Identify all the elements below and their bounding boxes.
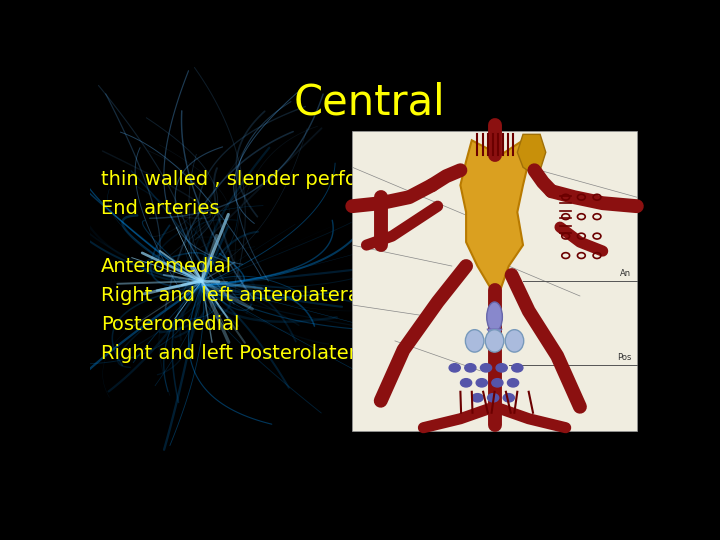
Polygon shape	[460, 140, 528, 290]
Circle shape	[512, 363, 523, 372]
Ellipse shape	[487, 302, 503, 332]
Ellipse shape	[465, 329, 484, 352]
Circle shape	[503, 394, 514, 402]
Text: Anteromedial: Anteromedial	[101, 257, 233, 276]
Polygon shape	[517, 134, 546, 173]
Ellipse shape	[505, 329, 523, 352]
Bar	[352, 131, 636, 431]
Circle shape	[480, 363, 492, 372]
Text: End arteries: End arteries	[101, 199, 220, 218]
Text: Posteromedial: Posteromedial	[101, 315, 240, 334]
Circle shape	[487, 394, 499, 402]
Ellipse shape	[485, 329, 504, 352]
Circle shape	[492, 379, 503, 387]
Circle shape	[472, 394, 483, 402]
Text: Pos: Pos	[617, 353, 631, 362]
Text: Right and left anterolateral: Right and left anterolateral	[101, 286, 366, 305]
Circle shape	[476, 379, 487, 387]
Circle shape	[461, 379, 472, 387]
Text: An: An	[620, 269, 631, 278]
Circle shape	[465, 363, 476, 372]
Circle shape	[496, 363, 508, 372]
Circle shape	[449, 363, 460, 372]
Circle shape	[508, 379, 518, 387]
Text: thin walled , slender perforating: thin walled , slender perforating	[101, 170, 415, 188]
Polygon shape	[487, 329, 503, 341]
Text: Central: Central	[293, 81, 445, 123]
Text: Right and left Posterolateral: Right and left Posterolateral	[101, 345, 374, 363]
